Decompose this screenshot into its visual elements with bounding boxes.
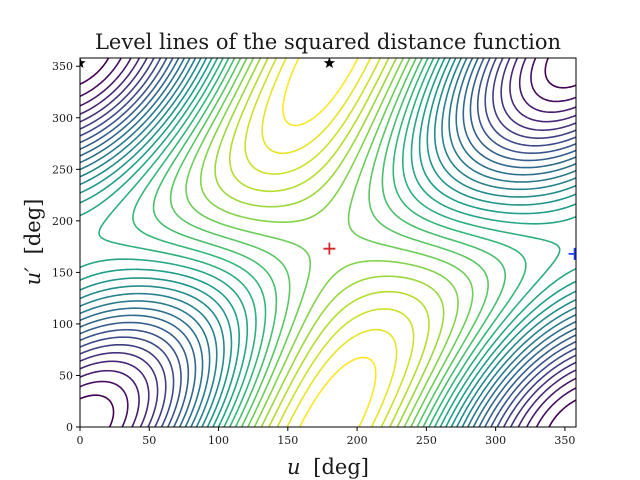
plot-frame — [79, 57, 577, 428]
y-tick-label: 0 — [66, 421, 73, 434]
y-tick-label: 200 — [52, 215, 73, 228]
contour-level — [214, 58, 445, 427]
x-tick-label: 100 — [208, 434, 229, 447]
contour-level — [80, 58, 576, 427]
saddle-marker — [323, 58, 336, 69]
contour-level — [199, 58, 459, 427]
y-tick-label: 100 — [52, 318, 73, 331]
x-axis-unit: [deg] — [313, 455, 369, 479]
saddle-marker — [80, 58, 86, 69]
maximum-marker — [323, 242, 336, 255]
y-tick-label: 50 — [59, 369, 73, 382]
chart-title: Level lines of the squared distance func… — [95, 30, 561, 54]
contour-level — [80, 58, 576, 427]
contour-level — [80, 58, 576, 427]
y-tick-label: 150 — [52, 266, 73, 279]
y-axis-label: u′ [deg] — [21, 199, 45, 286]
x-axis-variable: u — [287, 455, 301, 479]
x-axis-label: u [deg] — [287, 455, 369, 479]
contour-level — [282, 58, 377, 427]
contour-level — [80, 58, 576, 427]
contour-level — [132, 58, 527, 427]
contour-level — [80, 58, 576, 427]
y-axis-variable: u′ — [21, 267, 45, 286]
y-tick-label: 350 — [52, 60, 73, 73]
x-tick-label: 200 — [347, 434, 368, 447]
x-tick-label: 0 — [77, 434, 84, 447]
contour-lines — [80, 58, 576, 427]
contour-level — [80, 58, 576, 427]
y-axis-ticks: 0 50 100 150 200 250 300 350 — [52, 60, 80, 434]
contour-level — [80, 58, 576, 427]
contour-level — [80, 58, 576, 427]
contour-level — [80, 58, 576, 427]
contour-level — [80, 58, 576, 427]
y-tick-label: 300 — [52, 112, 73, 125]
contour-level — [80, 58, 576, 427]
contour-level — [80, 58, 576, 427]
x-tick-label: 350 — [554, 434, 575, 447]
contour-level — [98, 58, 561, 427]
contour-level — [228, 58, 430, 427]
contour-level — [80, 58, 576, 427]
minimum-marker — [568, 247, 576, 260]
contour-level — [152, 58, 506, 427]
x-axis-ticks: 0 50 100 150 200 250 300 350 — [77, 427, 575, 447]
contour-level — [80, 58, 576, 427]
y-axis-unit: [deg] — [21, 199, 45, 255]
contour-level — [80, 58, 576, 427]
contour-level — [80, 58, 576, 427]
x-tick-label: 250 — [416, 434, 437, 447]
contour-level — [261, 58, 398, 427]
x-tick-label: 150 — [277, 434, 298, 447]
x-tick-label: 300 — [485, 434, 506, 447]
x-tick-label: 50 — [142, 434, 156, 447]
contour-level — [80, 58, 576, 427]
contour-level — [244, 58, 415, 427]
y-tick-label: 250 — [52, 163, 73, 176]
contour-level — [185, 58, 474, 427]
markers — [80, 58, 576, 260]
